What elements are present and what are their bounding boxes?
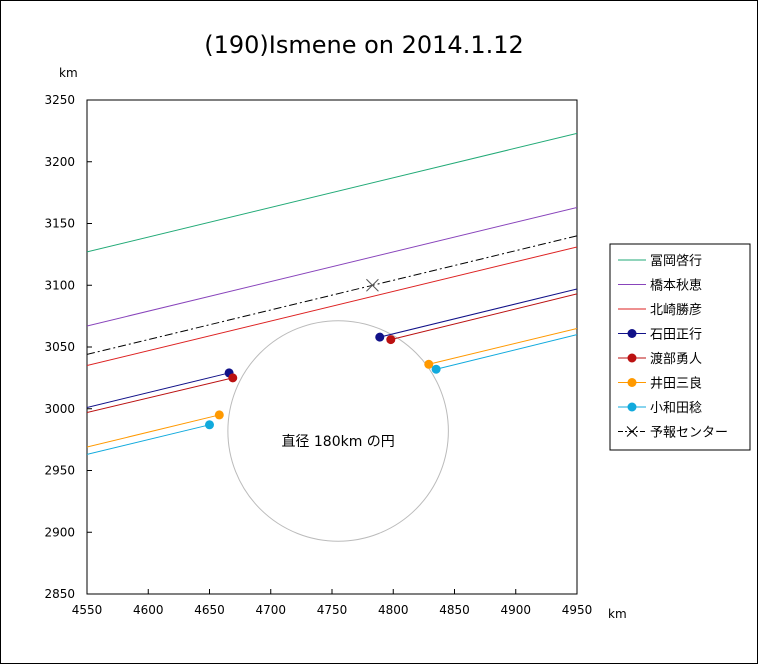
y-tick-label: 2900 (44, 525, 75, 539)
y-tick-label: 2850 (44, 587, 75, 601)
series-point-3-1 (375, 332, 385, 342)
series-line-5-0 (87, 414, 220, 448)
x-tick-label: 4650 (194, 603, 225, 617)
x-tick-label: 4900 (500, 603, 531, 617)
y-tick-label: 3200 (44, 155, 75, 169)
legend-label: 井田三良 (650, 376, 702, 392)
forecast-center-marker (366, 278, 379, 292)
y-tick-label: 2950 (44, 464, 75, 478)
legend-label: 渡部勇人 (650, 351, 702, 367)
legend-swatch-marker (627, 402, 637, 412)
y-tick-label: 3250 (44, 93, 75, 107)
series-point-4-0 (228, 373, 238, 383)
series-point-4-1 (386, 335, 396, 345)
series-line-4-1 (390, 293, 577, 341)
legend-label: 橋本秋恵 (650, 279, 702, 294)
plot-series (87, 132, 577, 542)
series-line-1-0 (87, 206, 577, 327)
legend-box (609, 243, 751, 451)
x-tick-label: 4700 (255, 603, 286, 617)
y-tick-label: 3150 (44, 217, 75, 231)
series-point-5-0 (214, 410, 224, 420)
series-line-3-1 (379, 288, 577, 338)
legend-swatch-marker (627, 329, 637, 338)
series-line-2-0 (87, 246, 577, 367)
y-axis-unit: km (59, 66, 78, 80)
series-line-3-0 (87, 372, 230, 409)
x-tick-label: 4800 (378, 603, 409, 617)
x-tick-label: 4750 (317, 603, 348, 617)
legend-label: 予報センター (650, 426, 728, 441)
chart-title: (190)Ismene on 2014.1.12 (204, 31, 524, 59)
legend-swatch-marker (627, 378, 637, 387)
circle-annotation: 直径 180km の円 (281, 433, 394, 450)
series-line-6-1 (436, 334, 577, 370)
plot-area (86, 99, 578, 595)
y-tick-label: 3000 (44, 402, 75, 416)
x-tick-label: 4850 (439, 603, 470, 617)
series-point-6-0 (205, 420, 214, 430)
legend-label: 小和田稔 (650, 401, 702, 416)
legend-swatch-marker (626, 426, 638, 437)
series-line-4-0 (87, 377, 233, 413)
legend-label: 石田正行 (650, 328, 702, 343)
series-line-5-1 (428, 327, 577, 365)
series-point-5-1 (424, 359, 434, 369)
series-line-6-0 (87, 424, 210, 455)
legend-label: 冨岡啓行 (650, 254, 702, 269)
x-tick-label: 4950 (562, 603, 593, 617)
legend-label: 北崎勝彦 (650, 302, 702, 318)
legend-swatch-marker (627, 353, 637, 363)
diameter-circle (227, 320, 449, 542)
series-line-7-0 (87, 235, 577, 355)
series-line-0-0 (87, 132, 577, 253)
y-tick-label: 3050 (44, 340, 75, 354)
x-tick-label: 4600 (133, 603, 164, 617)
x-tick-label: 4550 (72, 603, 103, 617)
y-tick-label: 3100 (44, 278, 75, 292)
x-axis-unit: km (608, 607, 627, 621)
series-point-6-1 (431, 364, 441, 374)
